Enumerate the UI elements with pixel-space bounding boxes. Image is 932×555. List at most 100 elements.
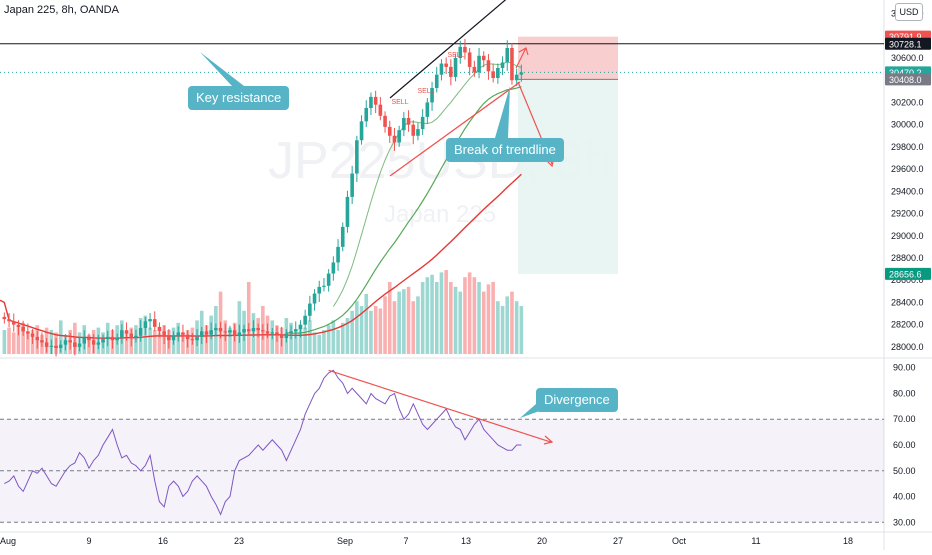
price-tag <box>885 37 931 50</box>
volume-bar <box>486 284 491 354</box>
price-tick-label: 29400.0 <box>891 186 924 196</box>
volume-bar <box>16 325 21 354</box>
volume-bar <box>491 282 495 354</box>
candle-body <box>510 48 514 81</box>
candle-body <box>406 118 411 125</box>
candle-body <box>185 334 190 340</box>
candle-body <box>21 326 25 332</box>
time-tick-label: 20 <box>537 536 547 546</box>
candle-body <box>402 118 406 131</box>
currency-badge[interactable]: USD <box>895 3 923 21</box>
volume-bar <box>124 332 129 354</box>
volume-bar <box>425 277 430 354</box>
candle-body <box>434 74 439 88</box>
volume-bar <box>406 286 411 354</box>
candle-body <box>364 108 369 122</box>
candle-body <box>26 331 30 334</box>
volume-bar <box>467 272 472 354</box>
rsi-tick-label: 90.00 <box>893 363 916 373</box>
candle-body <box>228 330 232 333</box>
divergence-line <box>328 369 553 443</box>
volume-bar <box>430 274 434 354</box>
candle-body <box>16 324 21 327</box>
candle-body <box>411 124 416 136</box>
time-tick-label: 23 <box>234 536 244 546</box>
volume-bar <box>246 282 251 354</box>
volume-bar <box>364 294 369 354</box>
price-tick-label: 30000.0 <box>891 120 924 130</box>
candle-body <box>392 135 397 143</box>
candle-body <box>120 330 124 338</box>
volume-bar <box>11 332 16 354</box>
candle-body <box>30 333 35 337</box>
candle-body <box>449 66 453 77</box>
candle-body <box>181 332 185 335</box>
candle-body <box>458 46 463 58</box>
sell-label: SELL <box>417 88 434 95</box>
volume-bar <box>7 327 11 354</box>
volume-bar <box>402 289 406 354</box>
candle-body <box>350 173 354 197</box>
volume-bar <box>2 330 7 354</box>
candle-body <box>223 331 228 333</box>
volume-bar <box>481 291 486 354</box>
candle-body <box>195 336 199 341</box>
volume-bar <box>369 310 373 354</box>
candle-body <box>152 319 157 327</box>
candle-body <box>246 329 251 332</box>
volume-bar <box>439 272 444 354</box>
volume-bar <box>58 320 63 354</box>
candle-body <box>387 126 392 136</box>
break-of-trendline-pointer <box>495 86 510 138</box>
volume-bar <box>434 282 439 354</box>
volume-bar <box>505 296 510 354</box>
volume-bar <box>308 320 312 354</box>
candle-body <box>265 331 270 334</box>
candle-body <box>326 273 331 286</box>
candle-body <box>77 343 82 347</box>
time-tick-label: Oct <box>672 536 687 546</box>
candle-body <box>115 338 119 341</box>
price-tick-label: 28800.0 <box>891 253 924 263</box>
price-tag <box>885 73 931 86</box>
volume-bar <box>449 282 453 354</box>
price-tick-label: 28200.0 <box>891 320 924 330</box>
volume-bar <box>336 330 340 354</box>
volume-bar <box>416 296 420 354</box>
candle-body <box>312 293 317 304</box>
price-tag-label: 28656.6 <box>889 269 922 279</box>
candle-body <box>430 88 434 103</box>
candle-body <box>444 63 448 67</box>
candle-body <box>463 46 467 53</box>
candle-body <box>101 339 105 343</box>
candle-body <box>91 340 96 345</box>
candle-body <box>369 96 373 108</box>
time-tick-label: Aug <box>0 536 16 546</box>
price-tag-label: 30728.1 <box>889 39 922 49</box>
sell-label: SELL <box>447 52 464 59</box>
candle-body <box>355 140 359 174</box>
candle-body <box>359 121 364 141</box>
volume-bar <box>152 330 157 354</box>
candle-body <box>298 324 303 330</box>
divergence-arrow-head <box>543 435 554 445</box>
volume-bar <box>411 301 416 354</box>
candle-body <box>425 102 430 117</box>
price-tick-label: 30200.0 <box>891 97 924 107</box>
price-tick-label: 30600.0 <box>891 53 924 63</box>
candle-body <box>44 342 49 347</box>
candle-body <box>284 333 289 338</box>
candle-body <box>167 336 171 341</box>
volume-bar <box>181 332 185 354</box>
volume-bar <box>326 325 331 354</box>
candle-body <box>110 336 115 341</box>
volume-bar <box>472 277 477 354</box>
rsi-tick-label: 30.00 <box>893 517 916 527</box>
volume-bar <box>510 291 514 354</box>
candle-body <box>105 336 110 340</box>
rsi-tick-label: 50.00 <box>893 466 916 476</box>
candle-body <box>491 71 495 78</box>
candle-body <box>331 262 336 274</box>
candle-body <box>251 328 256 332</box>
